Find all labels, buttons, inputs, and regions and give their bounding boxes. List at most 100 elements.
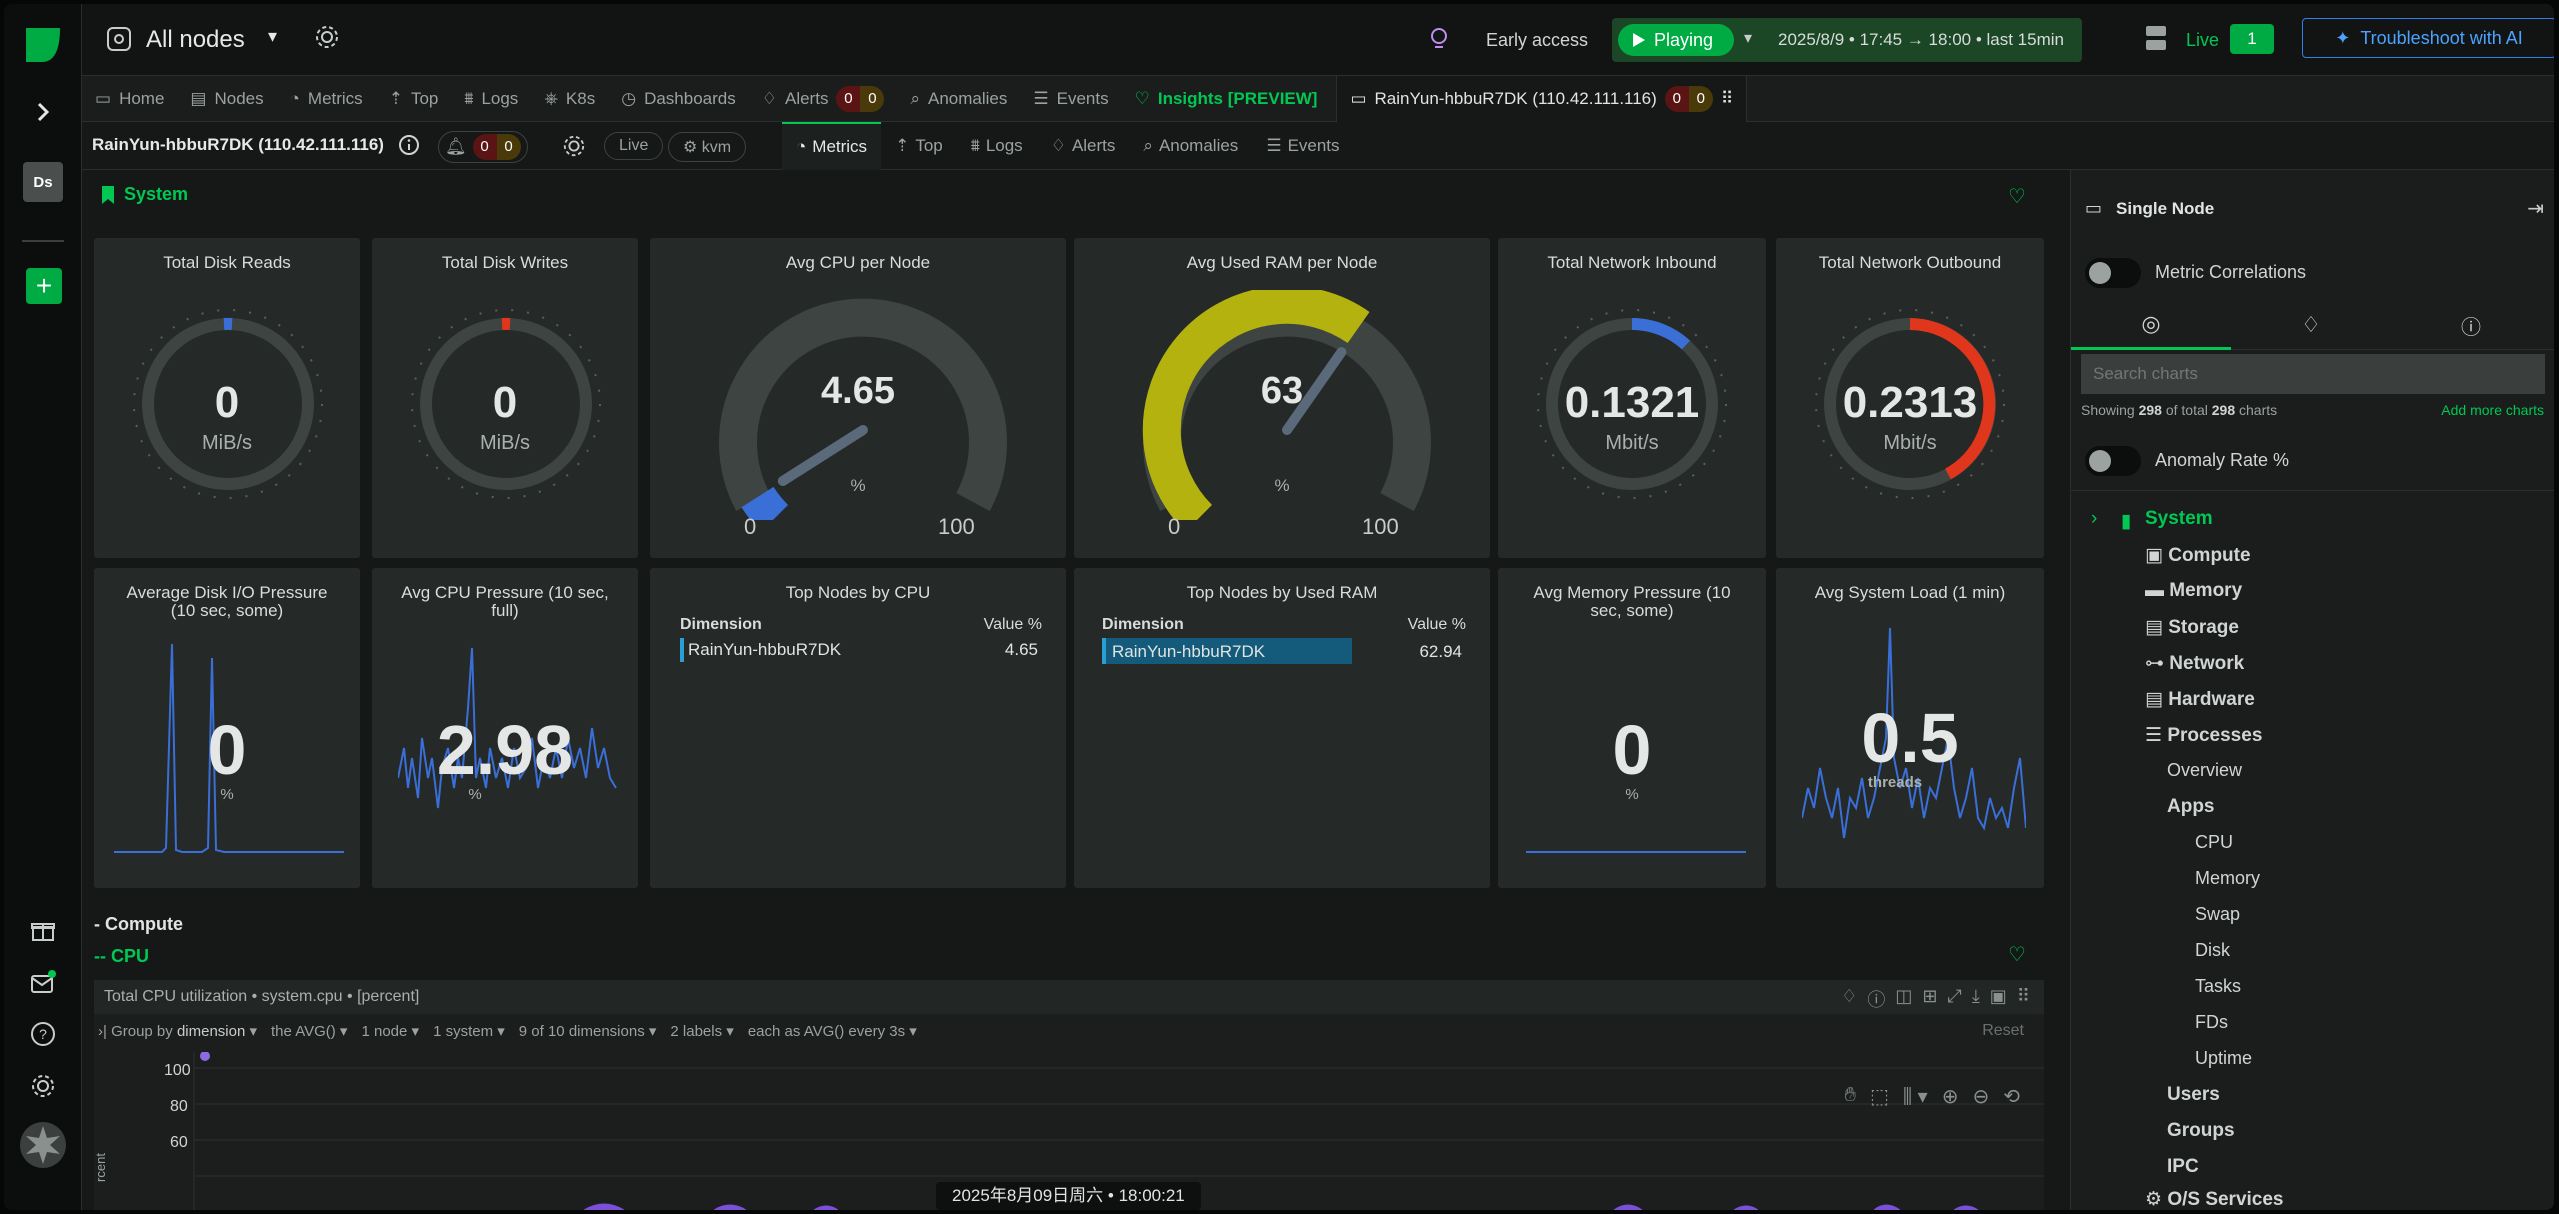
tree-item-system[interactable]: System — [2145, 508, 2213, 530]
card-cpu-pressure[interactable]: Avg CPU Pressure (10 sec, full) 2.98 % — [372, 568, 638, 888]
zoom-out-icon[interactable]: ⊖ — [1972, 1086, 1990, 1108]
card-total-disk-reads[interactable]: Total Disk Reads 0 MiB/s — [94, 238, 360, 558]
chart-layers-icon[interactable]: ◫ — [1895, 986, 1913, 1006]
anomaly-rate-toggle[interactable] — [2085, 446, 2141, 476]
chevron-down-icon[interactable]: ▾ — [268, 26, 278, 46]
tab-top[interactable]: ⇡ Top — [376, 76, 452, 122]
tab-logs[interactable]: ⩩ Logs — [451, 76, 531, 122]
live-pill[interactable]: Live — [604, 132, 664, 160]
add-space-button[interactable]: + — [26, 268, 62, 304]
tree-expand-chevron-icon[interactable]: › — [2091, 508, 2098, 529]
subtab-anomalies[interactable]: ⌕ Anomalies — [1129, 136, 1252, 156]
systems-select[interactable]: 1 system ▾ — [433, 1023, 505, 1040]
add-more-charts-link[interactable]: Add more charts — [2441, 402, 2544, 418]
dimensions-select[interactable]: 9 of 10 dimensions ▾ — [518, 1023, 657, 1040]
settings-gear-icon[interactable] — [23, 1066, 63, 1106]
heart-icon[interactable]: ♡ — [2008, 186, 2026, 208]
drag-handle-icon[interactable]: ⠿ — [1720, 88, 1734, 108]
card-system-load[interactable]: Avg System Load (1 min) 0.5 threads — [1776, 568, 2044, 888]
card-disk-io-pressure[interactable]: Average Disk I/O Pressure (10 sec, some)… — [94, 568, 360, 888]
space-avatar[interactable]: Ds — [23, 162, 63, 202]
subtab-logs[interactable]: ⩩ Logs — [957, 136, 1037, 156]
tree-item-memory[interactable]: ▬ Memory — [2145, 580, 2242, 602]
chart-save-icon[interactable]: ▣ — [1989, 986, 2007, 1006]
subtab-metrics[interactable]: ◔ Metrics — [782, 122, 882, 170]
tree-item-apps-fds[interactable]: FDs — [2195, 1012, 2228, 1032]
card-avg-used-ram-per-node[interactable]: Avg Used RAM per Node 63 % 0 100 — [1074, 238, 1490, 558]
troubleshoot-ai-button[interactable]: ✦ Troubleshoot with AI — [2302, 18, 2554, 58]
subtab-alerts[interactable]: ♢ Alerts — [1037, 136, 1130, 156]
group-by-dimension[interactable]: dimension — [176, 1023, 246, 1040]
panel-tab-info[interactable]: ⓘ — [2391, 300, 2551, 350]
live-count-badge[interactable]: 1 — [2230, 24, 2274, 54]
timerange-picker[interactable]: 2025/8/9 • 17:45 → 18:00 • last 15min — [1778, 30, 2064, 49]
card-avg-cpu-per-node[interactable]: Avg CPU per Node 4.65 % 0 100 — [650, 238, 1066, 558]
search-charts-input[interactable] — [2081, 354, 2545, 394]
card-top-nodes-by-ram[interactable]: Top Nodes by Used RAM Dimension Value % … — [1074, 568, 1490, 888]
metric-correlations-toggle[interactable] — [2085, 258, 2141, 288]
tab-anomalies[interactable]: ⌕ Anomalies — [897, 76, 1020, 122]
card-network-inbound[interactable]: Total Network Inbound 0.1321 Mbit/s — [1498, 238, 1766, 558]
tree-item-compute[interactable]: ▣ Compute — [2145, 544, 2251, 567]
tab-nodes[interactable]: ▤ Nodes — [177, 76, 276, 122]
space-title[interactable]: All nodes — [146, 26, 245, 53]
tree-item-apps-swap[interactable]: Swap — [2195, 904, 2241, 924]
labels-select[interactable]: 2 labels ▾ — [670, 1023, 734, 1040]
panel-tab-alerts[interactable]: ♢ — [2231, 300, 2391, 350]
chart-info-icon[interactable]: ⓘ — [1867, 990, 1886, 1010]
tree-item-overview[interactable]: Overview — [2167, 760, 2243, 780]
tree-item-os-services[interactable]: ⚙︎ O/S Services — [2145, 1188, 2284, 1210]
tab-k8s[interactable]: ⎈ K8s — [531, 76, 608, 122]
chart-download-icon[interactable]: ⤓ — [1971, 986, 1980, 1006]
tab-insights[interactable]: ♡ Insights [PREVIEW] — [1122, 76, 1331, 122]
tree-item-hardware[interactable]: ▤ Hardware — [2145, 688, 2255, 711]
reset-button[interactable]: Reset — [1982, 1022, 2024, 1039]
tab-metrics[interactable]: ◔ Metrics — [277, 76, 376, 122]
tree-item-groups[interactable]: Groups — [2167, 1120, 2235, 1142]
each-select[interactable]: each as AVG() every 3s ▾ — [747, 1023, 917, 1040]
card-total-disk-writes[interactable]: Total Disk Writes 0 MiB/s — [372, 238, 638, 558]
zoom-in-icon[interactable]: ⊕ — [1941, 1086, 1959, 1108]
tree-item-apps-memory[interactable]: Memory — [2195, 868, 2261, 888]
tree-item-users[interactable]: Users — [2167, 1084, 2220, 1106]
tree-item-apps-uptime[interactable]: Uptime — [2195, 1048, 2253, 1068]
info-icon[interactable] — [398, 134, 420, 161]
playing-chevron-down-icon[interactable]: ▾ — [1744, 30, 1753, 47]
tree-item-apps[interactable]: Apps — [2167, 796, 2215, 818]
agg-select[interactable]: the AVG() ▾ — [271, 1023, 348, 1040]
tree-item-storage[interactable]: ▤ Storage — [2145, 616, 2239, 639]
tree-item-network[interactable]: ⊶ Network — [2145, 652, 2244, 675]
chart-expand-icon[interactable]: ⤢ — [1947, 986, 1962, 1006]
tree-item-ipc[interactable]: IPC — [2167, 1156, 2199, 1178]
tab-home[interactable]: ▭ Home — [82, 76, 177, 122]
cpu-heart-icon[interactable]: ♡ — [2008, 944, 2026, 966]
chart-alert-icon[interactable]: ♢ — [1841, 986, 1858, 1006]
tree-item-apps-cpu[interactable]: CPU — [2195, 832, 2234, 852]
subtab-events[interactable]: ☰ Events — [1252, 136, 1353, 156]
subtab-top[interactable]: ⇡ Top — [881, 136, 957, 156]
panel-tab-charts[interactable]: ◎ — [2071, 300, 2231, 350]
card-top-nodes-by-cpu[interactable]: Top Nodes by CPU Dimension Value % RainY… — [650, 568, 1066, 888]
help-icon[interactable]: ? — [23, 1014, 63, 1054]
zoom-reset-icon[interactable]: ⟲ — [2003, 1086, 2020, 1108]
tab-events[interactable]: ☰ Events — [1020, 76, 1121, 122]
collapse-panel-icon[interactable]: ⇥ — [2527, 198, 2544, 220]
expand-chevron-icon[interactable] — [23, 92, 63, 132]
pan-hand-icon[interactable]: ✋︎ — [1844, 1084, 1856, 1106]
space-settings-gear-icon[interactable] — [314, 24, 340, 55]
select-area-icon[interactable]: ⬚ — [1870, 1086, 1889, 1108]
nodes-select[interactable]: 1 node ▾ — [361, 1023, 420, 1040]
card-network-outbound[interactable]: Total Network Outbound 0.2313 Mbit/s — [1776, 238, 2044, 558]
kvm-pill[interactable]: ⚙︎ kvm — [668, 132, 747, 162]
highlight-icon[interactable]: ⫼ ▾ — [1902, 1086, 1928, 1108]
chart-addto-icon[interactable]: ⊞ — [1922, 986, 1938, 1006]
early-access-link[interactable]: Early access — [1486, 30, 1589, 50]
node-settings-gear-icon[interactable] — [562, 134, 586, 163]
user-avatar[interactable] — [20, 1122, 66, 1168]
chart-drag-icon[interactable]: ⠿ — [2016, 986, 2030, 1006]
gift-icon[interactable] — [23, 910, 63, 950]
card-memory-pressure[interactable]: Avg Memory Pressure (10 sec, some) 0 % — [1498, 568, 1766, 888]
